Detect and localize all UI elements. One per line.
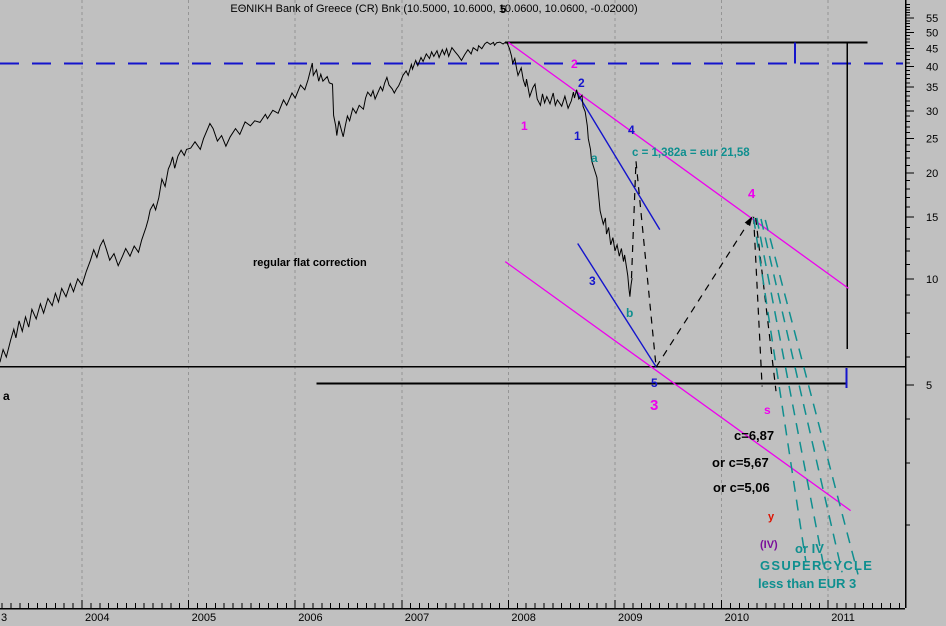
y-axis-label-10: 10	[926, 274, 938, 286]
x-axis-label-2009: 2009	[618, 612, 642, 624]
x-axis-label-2008: 2008	[511, 612, 535, 624]
wave-3-magenta-label: 3	[650, 397, 658, 414]
target-c-687: c=6,87	[734, 428, 774, 443]
gridlines-group	[81, 0, 829, 608]
y-axis-label-40: 40	[926, 62, 938, 74]
x-axis-label-2004: 2004	[85, 612, 109, 624]
x-axis-label-2006: 2006	[298, 612, 322, 624]
projection-fan-teal-1	[752, 217, 807, 562]
projection-fan-teal-2	[756, 217, 825, 568]
y-axis-label-30: 30	[926, 106, 938, 118]
y-axis-label-55: 55	[926, 13, 938, 25]
c-target-annotation: c = 1,382a = eur 21,58	[632, 147, 750, 159]
wave-5-blue-label: 5	[651, 376, 658, 390]
channel-lower-magenta	[504, 261, 851, 512]
gsupercycle-annotation: GSUPERCYCLE	[760, 558, 873, 573]
projection-fan-black-1	[753, 216, 763, 387]
wave-5-top-label: 5	[500, 4, 506, 16]
blue-trendline-c2	[577, 243, 658, 368]
wave-s-magenta-label: s	[764, 403, 771, 417]
wave-1-magenta-label: 1	[521, 119, 528, 133]
wave-3-blue-label: 3	[589, 274, 596, 288]
trendlines-group	[0, 41, 905, 575]
price-line	[0, 41, 633, 363]
x-axis-label-2011: 2011	[831, 612, 855, 624]
x-axis-label-2007: 2007	[405, 612, 429, 624]
wave-a-black-label: a	[3, 389, 10, 403]
less-than-eur3-annotation: less than EUR 3	[758, 576, 856, 591]
x-axis-label-2005: 2005	[192, 612, 216, 624]
chart-title: EΘNIKH Bank of Greece (CR) Bnk (10.5000,…	[230, 3, 637, 15]
projection-fan-teal-3	[760, 218, 843, 573]
y-axis-label-15: 15	[926, 212, 938, 224]
or-iv-annotation: or IV	[795, 541, 824, 556]
wave-2-magenta-label: 2	[571, 57, 578, 71]
wave-1-blue-label: 1	[574, 129, 581, 143]
y-axis-label-20: 20	[926, 168, 938, 180]
y-axis-label-5: 5	[926, 380, 932, 392]
wave-2-blue-label: 2	[578, 76, 585, 90]
x-axis-label-2010: 2010	[725, 612, 749, 624]
channel-upper-magenta	[508, 41, 849, 289]
y-axis-label-25: 25	[926, 134, 938, 146]
wave-iv-purple-label: (IV)	[760, 539, 778, 551]
flat-correction-annotation: regular flat correction	[253, 257, 367, 269]
wave-4-magenta-label: 4	[748, 186, 756, 201]
wave-b-teal-label: b	[626, 306, 633, 320]
blue-trendline-c1	[576, 91, 661, 230]
price-series-group	[0, 41, 633, 363]
y-axis-label-35: 35	[926, 82, 938, 94]
y-axis-label-45: 45	[926, 44, 938, 56]
target-c-567: or c=5,67	[712, 455, 769, 470]
wave-y-red-label: y	[768, 511, 775, 523]
projection-rally-arrow	[655, 215, 754, 368]
y-axis-label-50: 50	[926, 28, 938, 40]
wave-4-blue-label: 4	[628, 123, 635, 137]
x-axis-label-partial: 3	[1, 612, 7, 624]
wave-a-teal-label: a	[591, 151, 598, 165]
projection-rally-arrow-arrowhead	[744, 216, 753, 227]
target-c-506: or c=5,06	[713, 480, 770, 495]
projection-fan-black-2	[755, 217, 777, 392]
projection-fan-teal-4	[764, 219, 859, 575]
